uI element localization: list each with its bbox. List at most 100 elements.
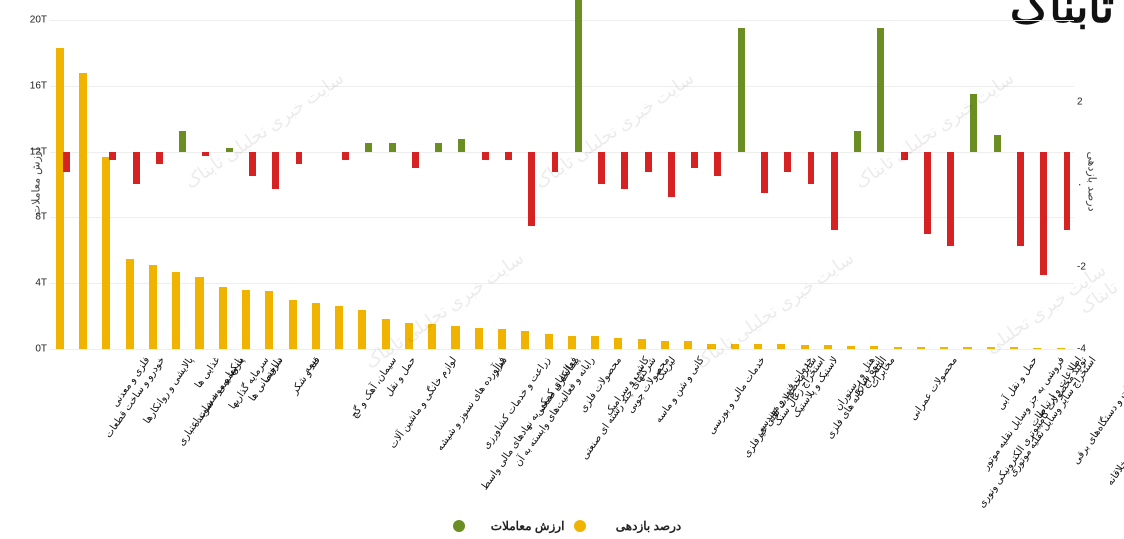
return-bar: [528, 152, 535, 226]
value-bar: [265, 291, 273, 349]
return-bar: [226, 148, 233, 152]
right-tick: 4: [1077, 15, 1083, 26]
return-bar: [272, 152, 279, 189]
right-tick: ۰: [1077, 179, 1082, 190]
value-bar: [451, 326, 459, 349]
return-bar: [109, 152, 116, 160]
left-axis-title: ارزش معاملات: [29, 148, 42, 216]
right-axis-title: درصد بازدهی: [1086, 152, 1099, 212]
return-bar: [970, 94, 977, 152]
value-bar: [940, 347, 948, 349]
value-bar: [1033, 348, 1041, 349]
return-bar: [645, 152, 652, 173]
value-bar: [684, 341, 692, 349]
return-bar: [458, 139, 465, 151]
return-bar: [621, 152, 628, 189]
return-bar: [924, 152, 931, 234]
return-bar: [598, 152, 605, 185]
return-bar: [738, 28, 745, 151]
left-tick: 16T: [30, 80, 47, 91]
value-bar: [219, 287, 227, 350]
legend-swatch-return: [453, 520, 465, 532]
return-bar: [854, 131, 861, 152]
right-tick: 2: [1077, 97, 1083, 108]
return-bar: [133, 152, 140, 185]
value-bar: [847, 346, 855, 349]
value-bar: [707, 344, 715, 349]
return-bar: [296, 152, 303, 164]
value-bar: [777, 344, 785, 349]
value-bar: [126, 259, 134, 349]
value-bar: [172, 272, 180, 349]
value-bar: [1057, 348, 1065, 349]
return-bar: [575, 0, 582, 152]
value-bar: [638, 339, 646, 349]
left-tick: 0T: [35, 344, 47, 355]
return-bar: [784, 152, 791, 173]
return-bar: [901, 152, 908, 160]
value-bar: [335, 306, 343, 349]
category-label: لیزینگ: [655, 355, 679, 383]
value-bar: [661, 341, 669, 349]
value-bar: [312, 303, 320, 349]
value-bar: [987, 347, 995, 349]
value-bar: [754, 344, 762, 349]
value-bar: [963, 347, 971, 349]
value-bar: [358, 310, 366, 349]
value-bar: [405, 323, 413, 349]
value-bar: [195, 277, 203, 349]
value-bar: [731, 344, 739, 349]
return-bar: [1040, 152, 1047, 275]
value-bar: [894, 347, 902, 349]
value-bar: [79, 73, 87, 349]
return-bar: [1064, 152, 1071, 230]
legend-swatch-value: [574, 520, 586, 532]
value-bar: [149, 265, 157, 349]
category-label: محصولات عمرانی: [908, 355, 960, 423]
return-bar: [761, 152, 768, 193]
return-bar: [156, 152, 163, 164]
value-bar: [382, 319, 390, 349]
chart-container: تابناک 0T4T8T12T16T20T -4-2۰24 خودرو و س…: [0, 0, 1124, 539]
legend-label-return: درصد بازدهی: [616, 519, 681, 533]
value-bar: [1010, 347, 1018, 349]
x-labels: خودرو و ساخت قطعاتفلزی و معدنیپالایشی و …: [50, 355, 1074, 499]
value-bar: [801, 345, 809, 349]
value-bar: [242, 290, 250, 349]
left-tick: 4T: [35, 278, 47, 289]
return-bar: [994, 135, 1001, 151]
return-bar: [714, 152, 721, 177]
return-bar: [389, 143, 396, 151]
return-bar: [342, 152, 349, 160]
right-tick: -4: [1077, 344, 1086, 355]
value-bar: [824, 345, 832, 349]
return-bar: [435, 143, 442, 151]
return-bar: [412, 152, 419, 168]
value-bar: [614, 338, 622, 350]
value-bar: [102, 157, 110, 349]
return-bar: [831, 152, 838, 230]
return-bar: [691, 152, 698, 168]
return-bar: [552, 152, 559, 173]
return-bar: [63, 152, 70, 173]
value-bar: [428, 324, 436, 349]
value-bar: [289, 300, 297, 349]
legend-label-value: ارزش معاملات: [491, 519, 565, 533]
value-bar: [475, 328, 483, 349]
return-bar: [668, 152, 675, 197]
return-bar: [179, 131, 186, 152]
right-tick: -2: [1077, 261, 1086, 272]
return-bar: [877, 28, 884, 151]
left-tick: 20T: [30, 15, 47, 26]
value-bar: [56, 48, 64, 349]
return-bar: [1017, 152, 1024, 247]
value-bar: [568, 336, 576, 349]
value-bar: [917, 347, 925, 349]
value-bar: [545, 334, 553, 349]
legend: درصد بازدهی ارزش معاملات: [0, 518, 1124, 533]
return-bar: [505, 152, 512, 160]
value-bar: [521, 331, 529, 349]
return-bar: [947, 152, 954, 247]
value-bar: [591, 336, 599, 349]
return-bar: [202, 152, 209, 156]
